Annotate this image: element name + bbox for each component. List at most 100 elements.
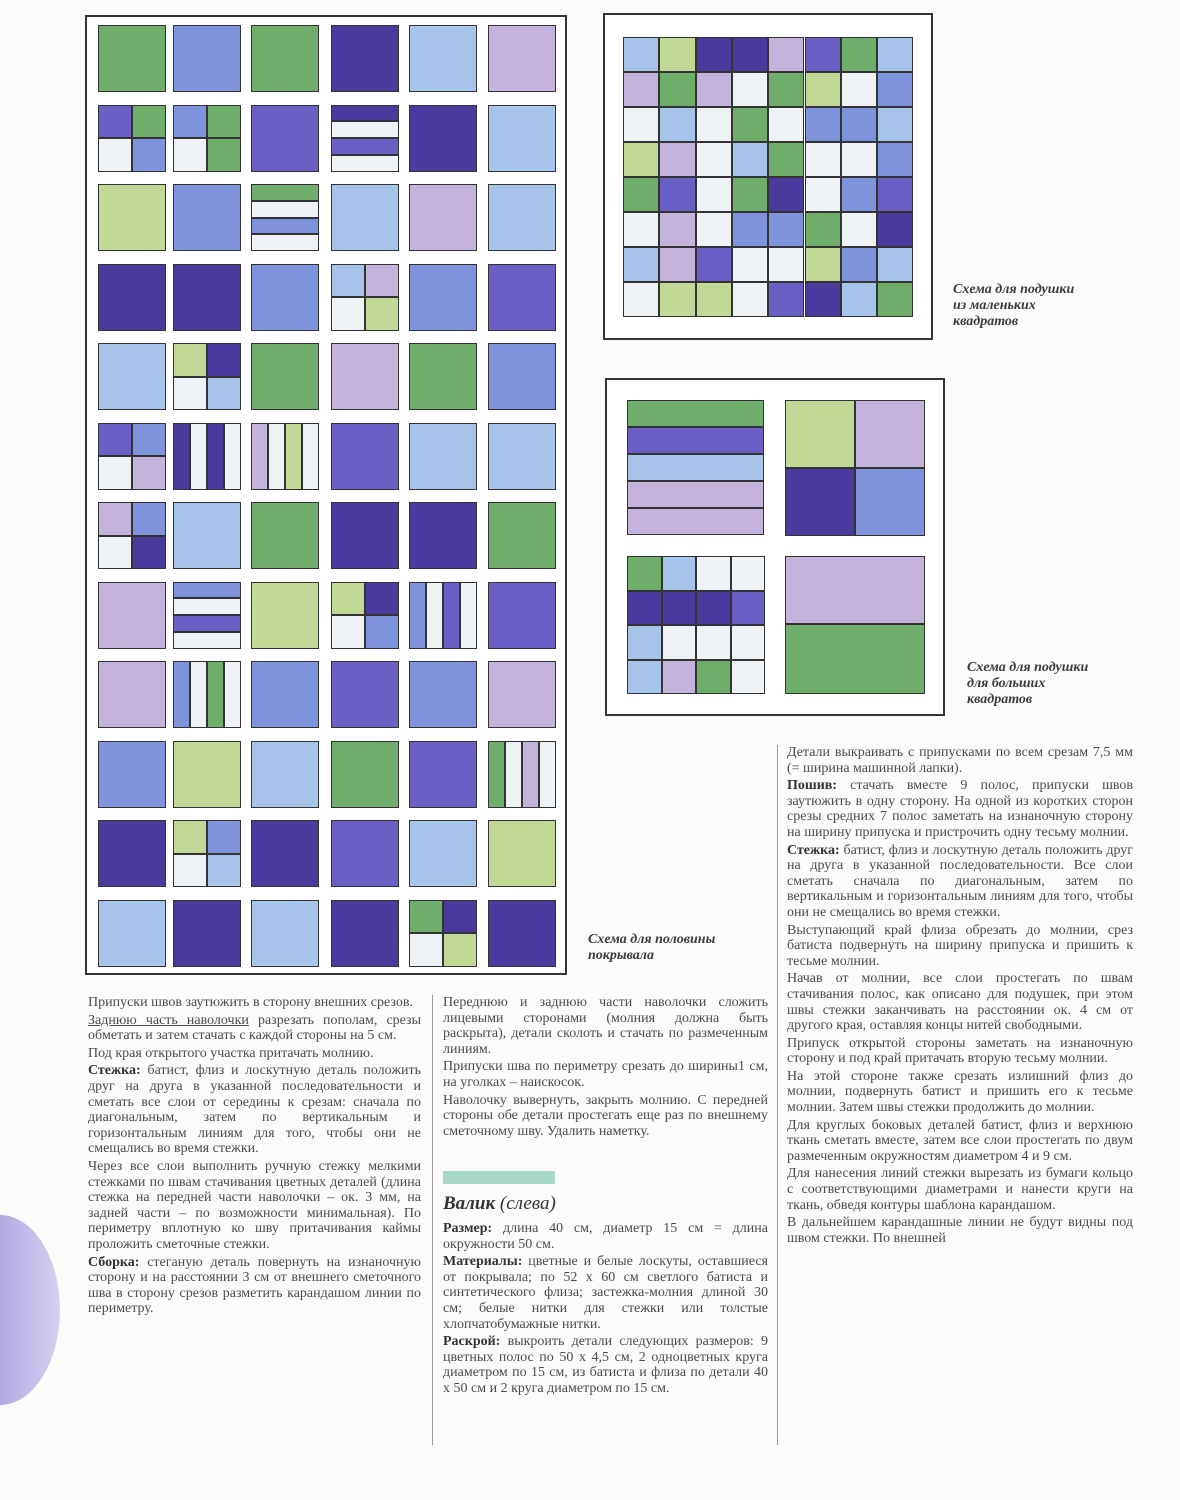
patch bbox=[409, 422, 477, 490]
paragraph-text: Начав от молнии, все слои простегать по … bbox=[787, 971, 1133, 1034]
patch bbox=[488, 661, 556, 728]
patch bbox=[731, 37, 769, 72]
patch bbox=[804, 247, 841, 282]
column-divider bbox=[432, 995, 433, 1445]
patch bbox=[768, 37, 805, 72]
paragraph: Материалы: цветные и белые лоскуты, оста… bbox=[443, 1254, 768, 1332]
patch bbox=[190, 661, 207, 728]
patch bbox=[331, 297, 365, 331]
paragraph: В дальнейшем карандашные линии не будут … bbox=[787, 1215, 1133, 1246]
patch bbox=[661, 625, 696, 660]
patch bbox=[207, 422, 224, 490]
patch bbox=[661, 590, 696, 625]
patch bbox=[659, 282, 696, 317]
paragraph: Припуски швов заутюжить в сторону внешни… bbox=[88, 995, 421, 1011]
patch bbox=[409, 661, 477, 728]
patch bbox=[659, 177, 696, 212]
patch bbox=[696, 590, 731, 625]
patch bbox=[207, 853, 241, 887]
patch bbox=[409, 104, 477, 172]
paragraph: Выступающий край флиза обрезать до молни… bbox=[787, 923, 1133, 970]
patch bbox=[731, 177, 769, 212]
patch bbox=[443, 933, 477, 967]
patch bbox=[98, 25, 166, 92]
small-squares-pillow-diagram bbox=[603, 13, 933, 340]
patch bbox=[365, 581, 399, 615]
paragraph-lead: Раскрой: bbox=[443, 1334, 501, 1350]
patch bbox=[505, 740, 522, 808]
patch bbox=[132, 502, 166, 536]
paragraph-text: Выступающий край флиза обрезать до молни… bbox=[787, 922, 1133, 969]
patch bbox=[409, 933, 443, 967]
paragraph-text: Припуск открытой стороны заметать на изн… bbox=[787, 1035, 1133, 1067]
patch bbox=[623, 177, 660, 212]
caption-line: покрывала bbox=[588, 948, 654, 963]
patch bbox=[840, 142, 878, 177]
patch bbox=[623, 142, 660, 177]
paragraph: Раскрой: выкроить детали следующих разме… bbox=[443, 1334, 768, 1396]
patch bbox=[173, 661, 190, 728]
patch bbox=[98, 138, 132, 172]
patch bbox=[696, 625, 731, 660]
patch bbox=[627, 659, 662, 694]
patch bbox=[251, 25, 319, 92]
patch bbox=[331, 899, 399, 967]
patch bbox=[659, 247, 696, 282]
patch bbox=[207, 376, 241, 410]
patch bbox=[488, 422, 556, 490]
patch bbox=[768, 142, 805, 177]
patch bbox=[251, 343, 319, 410]
paragraph-text: стеганую деталь повернуть на изнаночную … bbox=[88, 1254, 421, 1317]
caption-line: Схема для половины bbox=[588, 932, 716, 947]
paragraph-lead: Материалы: bbox=[443, 1254, 523, 1270]
patch bbox=[804, 107, 841, 142]
patch bbox=[659, 142, 696, 177]
patch bbox=[460, 581, 477, 649]
patch bbox=[173, 422, 190, 490]
patch bbox=[840, 177, 878, 212]
caption-line: для больших bbox=[967, 676, 1046, 691]
patch bbox=[251, 661, 319, 728]
patch bbox=[132, 104, 166, 138]
paragraph-lead: Стежка: bbox=[787, 842, 840, 858]
patch bbox=[173, 184, 241, 251]
paragraph-text: Через все слои выполнить ручную стежку м… bbox=[88, 1158, 421, 1252]
patch bbox=[98, 456, 132, 490]
patch bbox=[426, 581, 443, 649]
patch bbox=[331, 502, 399, 569]
patch bbox=[627, 508, 764, 535]
patch bbox=[173, 740, 241, 808]
paragraph: Припуск открытой стороны заметать на изн… bbox=[787, 1036, 1133, 1067]
paragraph-text: Припуски швов заутюжить в сторону внешни… bbox=[88, 995, 413, 1010]
section-heading: Валик (слева) bbox=[443, 1193, 556, 1214]
patch bbox=[98, 263, 166, 331]
patch bbox=[409, 502, 477, 569]
patch bbox=[840, 212, 878, 247]
patch bbox=[251, 263, 319, 331]
patch bbox=[173, 376, 207, 410]
paragraph-text: Для круглых боковых деталей батист, флиз… bbox=[787, 1117, 1133, 1164]
patch bbox=[251, 200, 319, 218]
patch bbox=[539, 740, 556, 808]
patch bbox=[785, 624, 925, 694]
paragraph-text: Для нанесения линий стежки вырезать из б… bbox=[787, 1166, 1133, 1213]
paragraph: Заднюю часть наволочки разрезать пополам… bbox=[88, 1013, 421, 1044]
patch bbox=[409, 581, 426, 649]
patch bbox=[331, 184, 399, 251]
patch bbox=[268, 422, 285, 490]
patch bbox=[207, 138, 241, 172]
patch bbox=[251, 217, 319, 235]
patch bbox=[251, 422, 268, 490]
patch bbox=[365, 297, 399, 331]
patch bbox=[768, 107, 805, 142]
patch bbox=[659, 72, 696, 107]
patch bbox=[623, 282, 660, 317]
patch bbox=[877, 142, 914, 177]
patch bbox=[731, 282, 769, 317]
patch bbox=[731, 72, 769, 107]
patch bbox=[365, 263, 399, 297]
patch bbox=[627, 625, 662, 660]
paragraph-text: стачать вместе 9 полос, припуски швов за… bbox=[787, 778, 1133, 840]
paragraph-text: цветные и белые лоскуты, оставшиеся от п… bbox=[443, 1254, 768, 1332]
patch bbox=[173, 502, 241, 569]
